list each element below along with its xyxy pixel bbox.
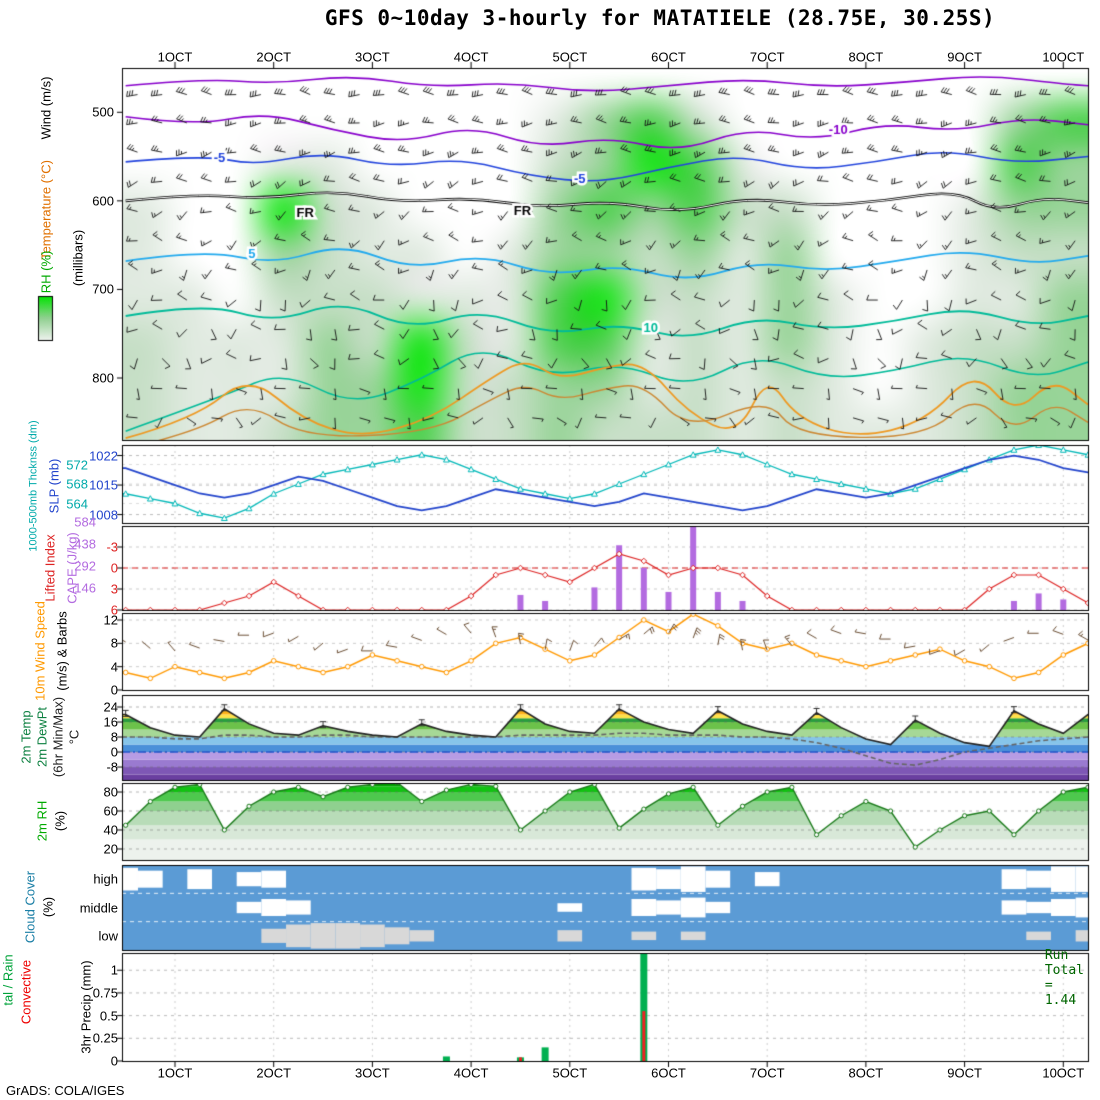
cloud-cover-axis-label: Cloud Cover	[22, 870, 38, 944]
x-tick-label-bottom: 9OCT	[947, 1065, 982, 1081]
x-tick-label-bottom: 4OCT	[453, 1065, 489, 1081]
rh-tick-label: 80	[103, 784, 118, 800]
x-tick-label-bottom: 3OCT	[355, 1065, 390, 1081]
x-tick-label-bottom: 6OCT	[651, 1065, 686, 1081]
cloud-units-axis-label: (%)	[40, 896, 56, 918]
x-tick-label-top: 10OCT	[1042, 49, 1085, 65]
wind-speed-tick-label: 0	[110, 682, 118, 698]
x-tick-label-bottom: 10OCT	[1042, 1065, 1085, 1081]
temp-units-axis-label: °C	[66, 729, 82, 745]
cape-tick-label: 584	[74, 514, 96, 530]
precip-tick-label: 0	[110, 1053, 118, 1069]
rh-tick-label: 40	[103, 822, 118, 838]
pressure-tick-label: 500	[92, 104, 114, 120]
thickness-tick-label: 572	[66, 457, 88, 472]
x-tick-label-bottom: 7OCT	[749, 1065, 785, 1081]
wind-speed-tick-label: 8	[110, 635, 118, 651]
pressure-tick-label: 700	[92, 281, 114, 297]
x-tick-label-bottom: 8OCT	[848, 1065, 884, 1081]
rh-tick-label: 20	[103, 841, 118, 857]
slp-tick-label: 1022	[89, 448, 118, 464]
cape-tick-label: 438	[74, 536, 96, 552]
upper-wind-axis-label: Wind (m/s)	[38, 76, 54, 140]
x-tick-label-top: 9OCT	[947, 49, 982, 65]
x-tick-label-top: 7OCT	[749, 49, 785, 65]
lifted-index-axis-label: Lifted Index	[42, 534, 58, 602]
precip-tick-label: 0.25	[92, 1030, 118, 1046]
chart-title: GFS 0~10day 3-hourly for MATATIELE (28.7…	[324, 6, 996, 30]
precip-tick-label: 1	[110, 962, 118, 978]
precip-convective-axis-label: Convective	[18, 959, 34, 1025]
upper-rh-axis-label: RH (%)	[38, 250, 54, 294]
temp-tick-label: 0	[110, 744, 118, 760]
run-total-label: Run Total = 1.44	[1044, 948, 1084, 1008]
minmax-axis-label: (6hr Min/Max)	[50, 696, 66, 778]
dewpoint-axis-label: 2m DewPt	[34, 707, 50, 767]
cloud-row-label: low	[98, 928, 118, 944]
x-tick-label-top: 1OCT	[157, 49, 193, 65]
rh-tick-label: 60	[103, 803, 118, 819]
precip-tick-label: 0.75	[92, 985, 118, 1001]
upper-temperature-axis-label: Temperature (°C)	[38, 160, 54, 260]
slp-tick-label: 1008	[89, 507, 118, 523]
lifted-index-tick-label: -3	[106, 539, 118, 555]
x-tick-label-top: 8OCT	[848, 49, 884, 65]
cape-tick-label: 292	[74, 558, 96, 574]
x-tick-label-top: 4OCT	[453, 49, 489, 65]
slp-tick-label: 1015	[89, 477, 118, 493]
x-tick-label-top: 2OCT	[256, 49, 292, 65]
temp-tick-label: -8	[106, 759, 118, 775]
pressure-tick-label: 600	[92, 193, 114, 209]
thickness-tick-label: 568	[66, 476, 88, 492]
cloud-row-label: high	[93, 871, 118, 887]
precip-total-axis-label: tal / Rain	[0, 954, 16, 1006]
wind10m-speed-axis-label: 10m Wind Speed	[32, 601, 48, 701]
rh2m-units-axis-label: (%)	[52, 810, 68, 832]
x-tick-label-bottom: 2OCT	[256, 1065, 292, 1081]
precip-tick-label: 0.5	[99, 1008, 118, 1024]
rh2m-axis-label: 2m RH	[34, 800, 50, 842]
x-tick-label-top: 5OCT	[552, 49, 588, 65]
temp2m-axis-label: 2m Temp	[18, 710, 34, 764]
thickness-tick-label: 564	[66, 496, 88, 511]
wind10m-units-axis-label: (m/s) & Barbs	[54, 611, 70, 691]
pressure-tick-label: 800	[92, 370, 114, 386]
lifted-index-tick-label: 3	[110, 581, 118, 597]
cape-tick-label: 146	[74, 580, 96, 596]
wind-speed-tick-label: 12	[103, 612, 118, 628]
wind-speed-tick-label: 4	[110, 659, 118, 675]
temp-tick-label: 8	[110, 729, 118, 745]
upper-pressure-axis-label: (millibars)	[70, 229, 86, 287]
cloud-row-label: middle	[79, 900, 118, 915]
x-tick-label-bottom: 1OCT	[157, 1065, 193, 1081]
x-tick-label-top: 3OCT	[355, 49, 390, 65]
x-tick-label-bottom: 5OCT	[552, 1065, 588, 1081]
temp-tick-label: 24	[103, 699, 118, 715]
lifted-index-tick-label: 0	[110, 560, 118, 576]
x-tick-label-top: 6OCT	[651, 49, 686, 65]
thickness-axis-label: 1000-500mb Thcknss (dm)	[27, 420, 40, 552]
grads-credit: GrADS: COLA/IGES	[6, 1083, 125, 1098]
lifted-index-tick-label: 6	[110, 602, 118, 618]
precip-axis-label: 3hr Precip (mm)	[78, 960, 94, 1054]
slp-axis-label: SLP (mb)	[46, 458, 62, 514]
temp-tick-label: 16	[103, 714, 118, 730]
